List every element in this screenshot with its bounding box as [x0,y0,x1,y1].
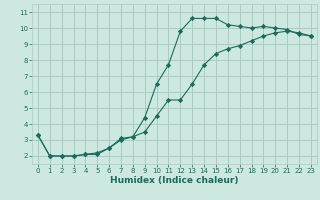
X-axis label: Humidex (Indice chaleur): Humidex (Indice chaleur) [110,176,239,185]
